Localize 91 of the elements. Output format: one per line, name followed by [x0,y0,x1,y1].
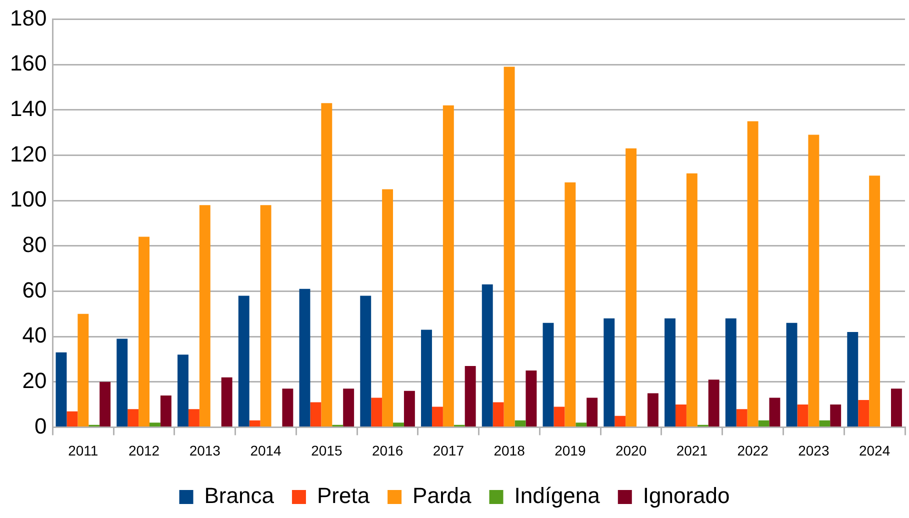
bar [492,402,504,426]
bar [858,400,870,426]
x-tick-label: 2011 [68,442,98,458]
bar [100,382,111,426]
x-tick-label: 2015 [311,442,342,458]
bar [199,205,210,426]
y-tick-label: 60 [22,277,47,302]
bar [847,332,858,426]
bar [891,388,902,426]
bar [504,66,515,426]
bar [66,411,78,426]
bar [249,420,260,426]
x-tick-label: 2016 [372,442,404,458]
bar [736,409,748,426]
bar [128,409,139,426]
bar [138,236,150,426]
y-tick-label: 140 [10,96,47,121]
bar [299,288,310,426]
x-tick-label: 2018 [494,442,526,458]
bar [343,388,354,426]
bar [432,406,443,426]
bar [604,318,615,426]
bar [725,318,736,426]
bar [747,121,758,426]
bar [586,398,598,426]
bar [526,370,537,426]
bar [797,404,808,426]
bar [150,422,160,426]
legend-label: Parda [412,483,472,508]
bar [404,390,415,426]
legend-label: Ignorado [642,483,730,508]
x-tick-label: 2020 [615,442,647,458]
bar [221,377,232,426]
y-tick-label: 20 [22,368,47,393]
x-tick-label: 2023 [798,442,830,458]
bar [808,134,820,426]
bar [758,420,770,426]
bar [178,354,188,426]
y-tick-label: 180 [10,5,47,30]
bar [282,388,294,426]
bar [786,322,798,426]
y-tick-label: 100 [10,186,47,212]
y-tick-label: 120 [10,141,47,166]
bar [442,105,454,426]
bar [56,352,67,426]
bar [238,296,250,426]
x-tick-label: 2021 [676,442,708,458]
bar [769,398,780,426]
bar [564,182,576,426]
bar [675,404,686,426]
bar [830,404,842,426]
bar [554,406,565,426]
bar [819,420,830,426]
legend-label: Indígena [514,483,601,508]
y-tick-label: 40 [22,322,47,348]
legend-label: Branca [204,483,275,508]
bar [514,420,526,426]
bar [576,422,587,426]
bar [160,395,172,426]
bar [382,189,394,426]
x-tick-label: 2022 [737,442,769,458]
bar [686,173,698,426]
bar [614,416,626,426]
y-tick-label: 0 [34,413,47,438]
bar [869,176,880,426]
bar [260,205,272,426]
bar [482,284,493,426]
bar [371,398,382,426]
y-tick-label: 80 [22,232,47,257]
legend-label: Preta [316,483,370,508]
x-tick-label: 2012 [128,442,160,458]
bar [321,103,332,426]
x-tick-label: 2024 [858,442,890,458]
bar [116,338,128,426]
x-tick-label: 2017 [432,442,464,458]
bar [188,409,200,426]
x-tick-label: 2019 [554,442,586,458]
bar [464,366,476,426]
bar [647,393,658,426]
bar [310,402,322,426]
x-tick-label: 2013 [189,442,221,458]
bar [664,318,676,426]
bar [393,422,404,426]
bar [708,380,720,426]
bar [542,322,554,426]
bar [421,330,432,426]
y-tick-label: 160 [10,50,47,76]
bar [78,314,89,426]
bar [626,148,637,426]
bar [360,296,372,426]
x-tick-label: 2014 [250,442,282,458]
